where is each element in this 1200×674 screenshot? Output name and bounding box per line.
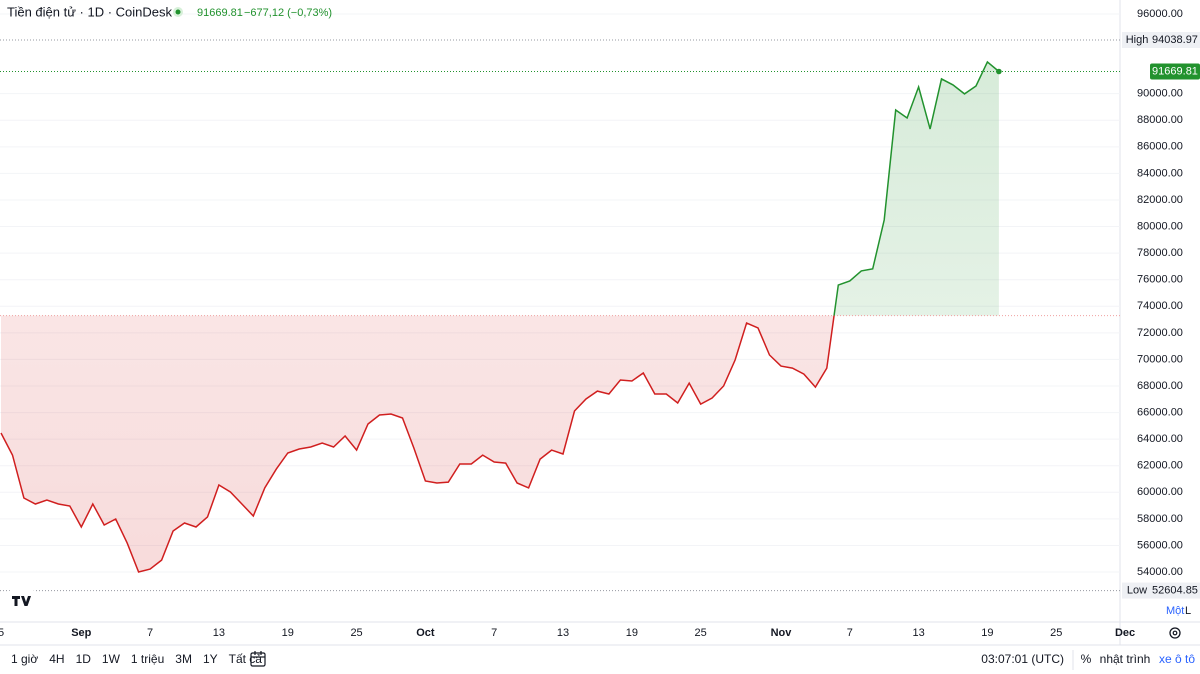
header-change: −677,12 (−0,73%) <box>244 7 332 19</box>
y-tick-label: 56000.00 <box>1137 539 1183 551</box>
clock: 03:07:01 (UTC) <box>981 652 1064 666</box>
low-tag <box>1122 582 1200 599</box>
auto-toggle[interactable]: xe ô tô <box>1159 652 1195 666</box>
y-tick-label: 54000.00 <box>1137 566 1183 578</box>
y-tick-label: 74000.00 <box>1137 300 1183 312</box>
tv-logo <box>8 590 36 612</box>
y-tick-label: 88000.00 <box>1137 114 1183 126</box>
x-tick-label: 13 <box>912 627 924 639</box>
x-tick-label: 19 <box>282 627 294 639</box>
x-tick-label: 25 <box>350 627 362 639</box>
y-tick-label: 60000.00 <box>1137 486 1183 498</box>
scale-mode[interactable]: Một <box>1166 605 1184 617</box>
x-tick-label: 7 <box>147 627 153 639</box>
x-tick-label: Oct <box>416 627 435 639</box>
calendar-icon[interactable] <box>250 651 266 667</box>
y-tick-label: 68000.00 <box>1137 380 1183 392</box>
y-tick-label: 82000.00 <box>1137 194 1183 206</box>
range-button[interactable]: 1 triệu <box>131 652 164 666</box>
x-tick-label: Dec <box>1115 627 1135 639</box>
x-tick-label: 7 <box>491 627 497 639</box>
high-value: 94038.97 <box>1152 34 1198 46</box>
y-tick-label: 96000.00 <box>1137 8 1183 20</box>
range-button[interactable]: 1D <box>76 652 92 666</box>
y-tick-label: 80000.00 <box>1137 220 1183 232</box>
y-tick-label: 70000.00 <box>1137 353 1183 365</box>
line-below <box>0 315 835 573</box>
y-tick-label: 64000.00 <box>1137 433 1183 445</box>
x-tick-label: 19 <box>626 627 638 639</box>
percent-toggle[interactable]: % <box>1081 652 1092 666</box>
last-point <box>996 68 1002 75</box>
area-above <box>1 61 999 316</box>
range-button[interactable]: 1W <box>102 652 121 666</box>
range-button[interactable]: Tất cả <box>229 652 263 666</box>
range-button[interactable]: 3M <box>175 652 192 666</box>
high-label: High <box>1126 34 1149 46</box>
status-dot <box>175 9 181 15</box>
x-tick-label: 25 <box>695 627 707 639</box>
header-price: 91669.81 <box>197 7 243 19</box>
x-tick-label: 7 <box>847 627 853 639</box>
y-tick-label: 90000.00 <box>1137 88 1183 100</box>
x-tick-label: 19 <box>981 627 993 639</box>
x-tick-label: 25 <box>1050 627 1062 639</box>
x-tick-label: 13 <box>557 627 569 639</box>
y-tick-label: 58000.00 <box>1137 513 1183 525</box>
symbol-title: Tiền điện tử · 1D · CoinDesk <box>7 4 173 19</box>
plot <box>0 13 1120 592</box>
last-price-tag <box>1150 63 1200 80</box>
low-value: 52604.85 <box>1152 584 1198 596</box>
range-button[interactable]: 1 giờ <box>11 652 38 666</box>
y-tick-label: 66000.00 <box>1137 406 1183 418</box>
y-tick-label: 78000.00 <box>1137 247 1183 259</box>
log-toggle[interactable]: nhật trình <box>1100 652 1151 666</box>
settings-icon[interactable] <box>1169 627 1181 639</box>
y-tick-label: 72000.00 <box>1137 327 1183 339</box>
scale-mode[interactable]: L <box>1185 605 1191 617</box>
high-tag <box>1122 32 1200 49</box>
range-button[interactable]: 1Y <box>203 652 218 666</box>
x-tick-label: Nov <box>771 627 793 639</box>
range-button[interactable]: 4H <box>49 652 64 666</box>
last-price-label: 91669.81 <box>1152 65 1198 77</box>
low-label: Low <box>1127 584 1147 596</box>
x-tick-label: 5 <box>0 627 4 639</box>
x-tick-label: Sep <box>71 627 91 639</box>
x-tick-label: 13 <box>213 627 225 639</box>
y-tick-label: 62000.00 <box>1137 460 1183 472</box>
y-tick-label: 86000.00 <box>1137 141 1183 153</box>
y-tick-label: 76000.00 <box>1137 274 1183 286</box>
y-tick-label: 84000.00 <box>1137 167 1183 179</box>
area-below <box>1 315 835 572</box>
